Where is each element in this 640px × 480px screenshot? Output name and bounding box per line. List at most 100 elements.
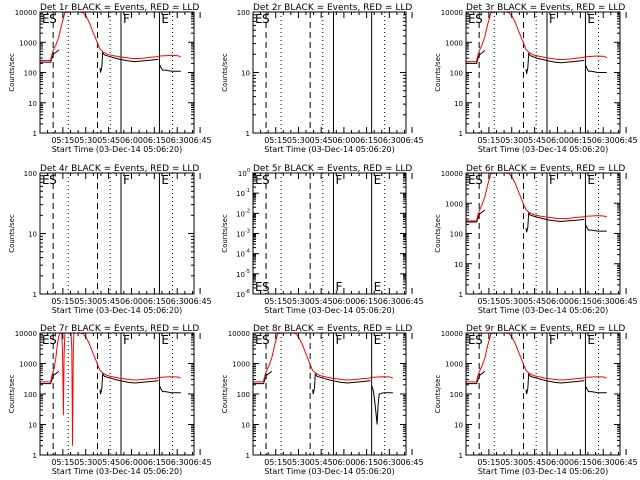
panel-title: Det 4r BLACK = Events, RED = LLD [40,164,199,174]
lld-series-line [466,12,607,63]
y-tick-label: 1 [246,452,250,460]
y-tick-label: 1000 [445,200,463,208]
marker-label: E [161,173,169,187]
y-tick-label: 100 [24,70,37,78]
marker-label: S [49,12,57,26]
x-tick-label: 05:45 [310,136,333,145]
plot-frame [39,172,195,295]
plot-frame [252,172,407,295]
events-series-line [253,370,273,385]
x-axis-label: Start Time (03-Dec-14 05:06:20) [264,467,395,476]
y-axis-label: Counts/sec [8,214,16,253]
y-tick-label: 10 [241,70,250,78]
y-tick-label: 1 [459,291,463,299]
y-axis-label: Counts/sec [8,53,16,92]
panel-det-5: Det 5r BLACK = Events, RED = LLDEESSFFEE… [221,164,424,315]
marker-label: S [49,333,57,347]
lld-series-line [466,333,607,383]
x-tick-label: 06:30 [592,136,615,145]
x-tick-label: 05:45 [523,297,546,306]
events-series-line [371,386,393,425]
x-axis-label: Start Time (03-Dec-14 05:06:20) [264,145,395,154]
y-tick-label: 10-3 [236,229,250,239]
marker-label: E [161,12,169,26]
x-tick-label: 06:15 [143,136,166,145]
plot-area [40,333,181,455]
y-tick-label: 10-5 [236,269,250,279]
panel-title: Det 5r BLACK = Events, RED = LLD [253,164,412,174]
x-tick-label: 06:00 [546,297,569,306]
marker-label: E [42,173,50,187]
x-tick-label: 06:15 [355,458,378,467]
y-axis-label: Counts/sec [434,53,442,92]
x-tick-label: 06:15 [143,297,166,306]
panel-title: Det 2r BLACK = Events, RED = LLD [253,3,412,13]
y-tick-label: 100 [24,391,37,399]
marker-label: E [42,333,50,347]
y-tick-label: 10000 [228,330,250,338]
marker-label: S [475,173,483,187]
x-tick-label: 06:30 [378,297,401,306]
x-tick-label: 05:30 [74,458,97,467]
marker-label: E [374,280,382,294]
x-tick-label: 06:45 [615,297,638,306]
y-tick-label: 100 [237,9,250,17]
y-tick-label: 100 [450,391,463,399]
marker-label: E [255,280,263,294]
events-series-line [585,224,607,232]
lld-series-line [40,12,181,61]
x-tick-label: 05:45 [310,458,333,467]
y-tick-label: 1000 [19,39,37,47]
plot-area [466,173,607,294]
y-tick-label: 10000 [441,9,463,17]
x-tick-label: 05:30 [500,297,523,306]
x-tick-label: 05:15 [264,458,287,467]
lld-series-line [466,173,607,222]
marker-label: S [262,173,270,187]
x-tick-label: 05:45 [523,136,546,145]
x-tick-label: 06:45 [615,458,638,467]
y-tick-label: 100 [450,70,463,78]
x-tick-label: 06:00 [120,297,143,306]
x-tick-label: 06:00 [120,136,143,145]
plot-frame [39,11,195,134]
plot-area [265,173,386,294]
panel-title: Det 1r BLACK = Events, RED = LLD [40,3,199,13]
x-tick-label: 05:45 [310,297,333,306]
plot-area [466,333,607,455]
x-tick-label: 06:30 [592,458,615,467]
y-tick-label: 10 [28,422,37,430]
events-series-line [99,372,159,395]
marker-label: E [587,12,595,26]
events-series-line [466,209,486,223]
plot-frame [252,332,407,456]
plot-frame [465,172,621,295]
x-tick-label: 06:15 [143,458,166,467]
y-tick-label: 100 [450,231,463,239]
x-tick-label: 06:15 [569,458,592,467]
plot-area [52,173,174,294]
x-tick-label: 05:15 [477,297,500,306]
y-tick-label: 10-6 [236,289,250,299]
x-tick-label: 06:00 [120,458,143,467]
y-tick-label: 1 [33,452,37,460]
panel-title: Det 3r BLACK = Events, RED = LLD [466,3,625,13]
marker-label: E [42,12,50,26]
marker-label: E [468,173,476,187]
x-tick-label: 06:45 [401,297,424,306]
events-series-line [585,65,607,73]
marker-label: F [335,173,342,187]
x-tick-label: 05:30 [287,458,310,467]
x-tick-label: 06:30 [166,136,189,145]
events-series-line [525,211,585,233]
panel-title: Det 6r BLACK = Events, RED = LLD [466,164,625,174]
plot-area [265,12,386,133]
x-tick-label: 05:15 [264,297,287,306]
y-tick-label: 100 [238,168,250,178]
